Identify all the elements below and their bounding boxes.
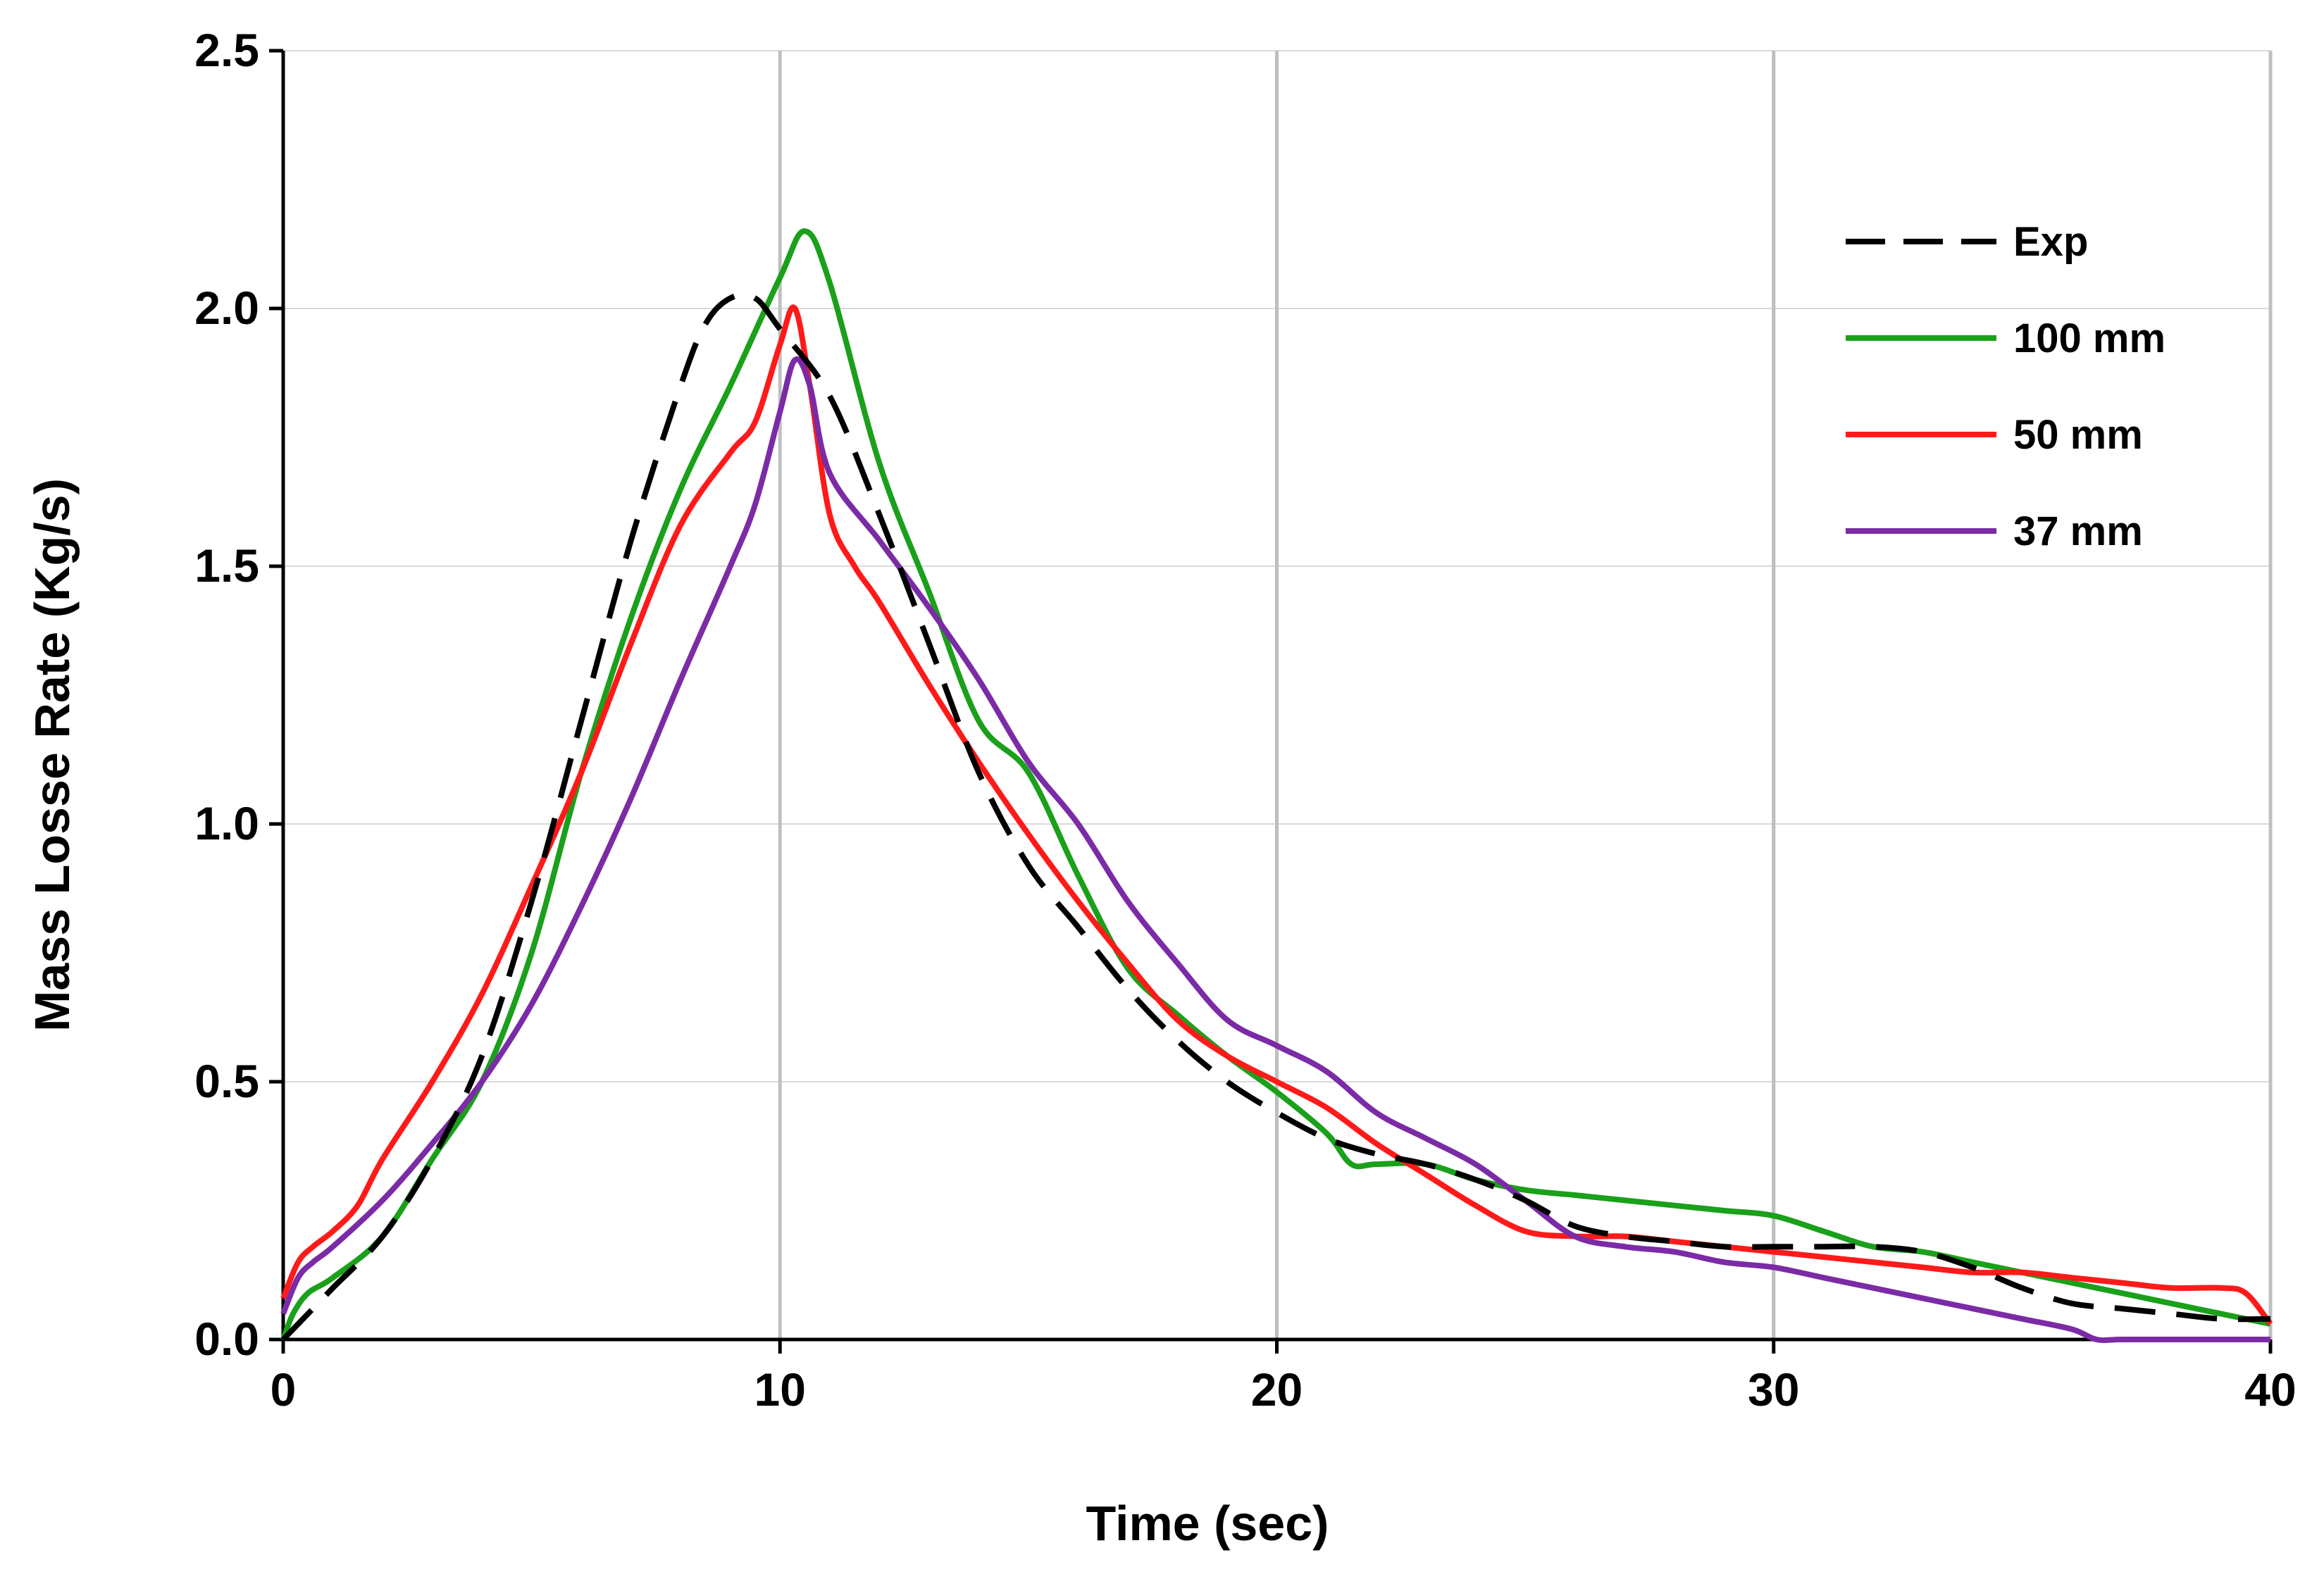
x-tick-label: 40 xyxy=(2244,1363,2296,1416)
y-tick-label: 1.0 xyxy=(194,797,259,849)
series-line-exp xyxy=(281,292,2271,1342)
series-lines xyxy=(280,228,2273,1344)
y-tick-label: 2.0 xyxy=(194,282,259,334)
y-tick-label: 1.5 xyxy=(194,539,259,592)
axes xyxy=(269,49,2273,1354)
series-line-100-mm xyxy=(280,228,2271,1341)
legend-label: Exp xyxy=(2013,219,2088,265)
x-tick-label: 20 xyxy=(1251,1363,1303,1416)
y-axis-title: Mass Losse Rate (Kg/s) xyxy=(25,478,80,1032)
x-tick-label: 10 xyxy=(754,1363,806,1416)
series-line-50-mm xyxy=(280,304,2273,1326)
legend-label: 100 mm xyxy=(2013,316,2165,361)
gridlines xyxy=(283,50,2273,1339)
x-tick-label: 0 xyxy=(271,1363,297,1416)
x-axis-title: Time (sec) xyxy=(1086,1496,1329,1551)
y-tick-label: 2.5 xyxy=(194,24,259,76)
x-tick-label: 30 xyxy=(1748,1363,1799,1416)
series-line-37-mm xyxy=(280,356,2270,1344)
y-tick-label: 0.0 xyxy=(194,1313,259,1365)
legend-label: 50 mm xyxy=(2013,412,2143,458)
y-tick-label: 0.5 xyxy=(194,1055,259,1107)
legend-label: 37 mm xyxy=(2013,508,2143,554)
tick-labels: 0.0 0.5 1.0 1.5 2.0 2.5 0 10 20 30 40 xyxy=(194,24,2296,1416)
legend: Exp 100 mm 50 mm 37 mm xyxy=(1846,219,2165,554)
